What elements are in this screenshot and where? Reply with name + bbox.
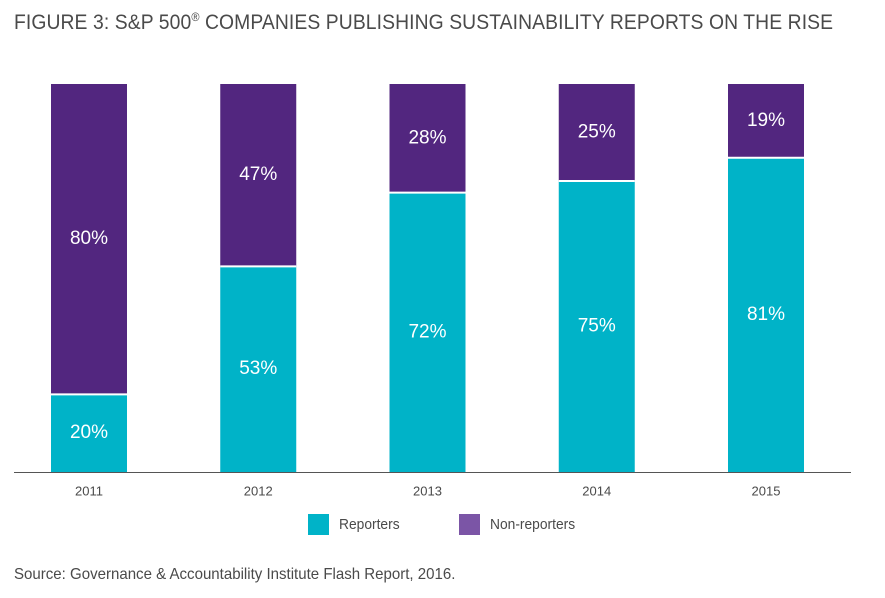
data-label-reporters-2012: 53%	[239, 358, 277, 379]
x-tick-label-2011: 2011	[75, 483, 103, 498]
bar-non-reporters-2011	[51, 84, 127, 395]
data-label-non-reporters-2013: 28%	[408, 127, 446, 148]
data-label-reporters-2011: 20%	[70, 422, 108, 443]
bar-non-reporters-2012	[220, 84, 297, 267]
data-label-non-reporters-2011: 80%	[70, 228, 108, 249]
bar-reporters-2014	[558, 181, 635, 472]
bar-reporters-2012	[220, 266, 297, 472]
x-tick-label-2015: 2015	[752, 483, 781, 498]
data-label-non-reporters-2012: 47%	[239, 164, 277, 185]
stacked-bar-chart: 20%80%53%47%72%28%75%25%81%19% 2011 2012 2…	[14, 84, 851, 498]
bar-reporters-2015	[728, 157, 804, 472]
data-label-reporters-2013: 72%	[408, 321, 446, 342]
x-tick-labels-group: 2011 2012 2013 2014 2015	[75, 483, 780, 498]
legend-label-non-reporters: Non-reporters	[490, 516, 576, 533]
data-label-reporters-2014: 75%	[578, 316, 616, 337]
x-tick-label-2013: 2013	[413, 483, 442, 498]
data-label-non-reporters-2014: 25%	[578, 122, 616, 143]
bar-labels-group: 20% 80% 53% 47% 72% 28% 75% 25% 81% 19%	[70, 110, 785, 443]
legend-item-non-reporters: Non-reporters	[459, 514, 583, 535]
bar-non-reporters-2013	[389, 84, 466, 193]
data-label-reporters-2015: 81%	[747, 304, 785, 325]
bar-non-reporters-2014	[558, 84, 635, 181]
bar-reporters-2013	[389, 192, 466, 472]
legend-label-reporters: Reporters	[339, 516, 400, 533]
data-label-non-reporters-2015: 19%	[747, 110, 785, 131]
bars-group	[51, 84, 804, 472]
legend: Reporters Non-reporters	[0, 514, 885, 538]
registered-mark: ®	[191, 10, 200, 24]
chart-title: FIGURE 3: S&P 500® COMPANIES PUBLISHING …	[14, 10, 833, 35]
title-prefix: FIGURE 3: S&P 500	[14, 11, 192, 34]
legend-item-reporters: Reporters	[308, 514, 405, 535]
x-tick-label-2012: 2012	[244, 483, 273, 498]
legend-swatch-reporters	[308, 514, 329, 535]
x-tick-label-2014: 2014	[582, 483, 611, 498]
legend-swatch-non-reporters	[459, 514, 480, 535]
title-suffix: COMPANIES PUBLISHING SUSTAINABILITY REPO…	[199, 11, 834, 34]
bar-non-reporters-2015	[728, 84, 804, 158]
bar-reporters-2011	[51, 394, 127, 472]
source-note: Source: Governance & Accountability Inst…	[14, 566, 456, 583]
